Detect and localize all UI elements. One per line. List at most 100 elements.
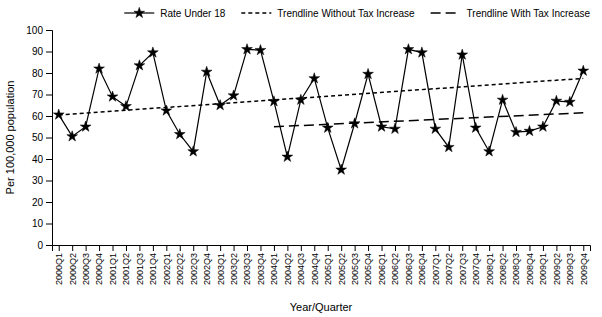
x-tick-mark (355, 245, 356, 251)
x-tick: 2002Q2 (175, 245, 185, 285)
x-tick-mark (153, 245, 154, 251)
x-tick: 2005Q2 (337, 245, 347, 285)
legend-swatch (241, 12, 271, 14)
y-tick-label: 0 (37, 240, 43, 251)
x-tick-mark (583, 245, 584, 251)
y-tick-label: 60 (32, 111, 44, 122)
x-tick-mark (139, 245, 140, 251)
x-tick-mark (314, 245, 315, 251)
x-tick-mark (193, 245, 194, 251)
x-tick: 2008Q4 (525, 245, 535, 285)
x-tick-mark (274, 245, 275, 251)
x-tick-mark (570, 245, 571, 251)
y-tick: 90 (32, 46, 52, 57)
y-tick: 10 (32, 218, 52, 229)
x-tick: 2001Q2 (121, 245, 131, 285)
x-tick-label: 2004Q4 (310, 253, 320, 285)
markers (53, 44, 588, 175)
x-tick-label: 2005Q1 (323, 253, 333, 285)
marker (80, 121, 91, 131)
marker (416, 47, 427, 57)
marker (255, 45, 266, 55)
x-tick-mark (287, 245, 288, 251)
x-tick: 2005Q3 (350, 245, 360, 285)
legend: Rate Under 18Trendline Without Tax Incre… (124, 7, 590, 18)
y-tick-mark (46, 245, 52, 246)
y-tick-mark (46, 30, 52, 31)
x-tick-mark (86, 245, 87, 251)
legend-item: Trendline With Tax Increase (431, 8, 591, 19)
x-tick-label: 2005Q4 (363, 253, 373, 285)
marker (336, 164, 347, 174)
y-tick: 70 (32, 89, 52, 100)
x-tick-mark (543, 245, 544, 251)
x-tick-mark (503, 245, 504, 251)
x-tick: 2000Q4 (94, 245, 104, 285)
x-tick-label: 2006Q2 (390, 253, 400, 285)
x-tick-label: 2009Q3 (565, 253, 575, 285)
marker (201, 66, 212, 76)
x-tick: 2006Q4 (417, 245, 427, 285)
x-tick-label: 2009Q2 (552, 253, 562, 285)
x-tick: 2003Q4 (256, 245, 266, 285)
marker (538, 121, 549, 131)
x-tick: 2009Q1 (538, 245, 548, 285)
x-tick-label: 2008Q1 (485, 253, 495, 285)
x-tick: 2004Q1 (269, 245, 279, 285)
marker (578, 65, 589, 75)
marker (228, 90, 239, 100)
x-tick: 2006Q2 (390, 245, 400, 285)
x-tick-label: 2001Q2 (121, 253, 131, 285)
x-tick-label: 2002Q2 (175, 253, 185, 285)
x-tick-label: 2002Q4 (202, 253, 212, 285)
legend-label: Rate Under 18 (160, 8, 225, 19)
x-tick-label: 2003Q4 (256, 253, 266, 285)
x-tick-label: 2005Q2 (337, 253, 347, 285)
marker (551, 95, 562, 105)
x-tick-mark (516, 245, 517, 251)
x-axis-line (53, 246, 591, 252)
x-tick: 2005Q4 (363, 245, 373, 285)
x-tick: 2009Q3 (565, 245, 575, 285)
y-tick-mark (46, 138, 52, 139)
x-tick-mark (301, 245, 302, 251)
x-tick-label: 2007Q1 (431, 253, 441, 285)
x-tick-label: 2001Q1 (108, 253, 118, 285)
y-tick: 0 (37, 240, 52, 251)
x-tick: 2004Q4 (310, 245, 320, 285)
x-tick-mark (489, 245, 490, 251)
y-tick-label: 50 (32, 132, 44, 143)
marker (94, 63, 105, 73)
y-tick-label: 100 (26, 25, 43, 36)
marker (497, 94, 508, 104)
x-tick-mark (341, 245, 342, 251)
y-tick-label: 20 (32, 197, 44, 208)
marker (511, 126, 522, 136)
marker (564, 96, 575, 106)
marker (524, 125, 535, 135)
marker (134, 60, 145, 70)
x-tick-label: 2000Q1 (54, 253, 64, 285)
marker (403, 44, 414, 54)
marker (107, 91, 118, 101)
x-tick-mark (435, 245, 436, 251)
x-tick-mark (476, 245, 477, 251)
plot-area: 01020304050607080901002000Q12000Q22000Q3… (26, 25, 590, 285)
marker (282, 151, 293, 161)
x-tick-label: 2009Q4 (579, 253, 589, 285)
marker (188, 146, 199, 156)
y-axis: 0102030405060708090100 (26, 25, 52, 251)
x-tick-label: 2006Q1 (377, 253, 387, 285)
x-tick-label: 2002Q1 (162, 253, 172, 285)
x-tick-mark (234, 245, 235, 251)
y-tick: 80 (32, 68, 52, 79)
series-line (59, 49, 584, 169)
legend-swatch (431, 12, 461, 14)
x-tick-label: 2003Q2 (229, 253, 239, 285)
x-tick-mark (462, 245, 463, 251)
marker (390, 123, 401, 133)
trendline (59, 78, 584, 115)
y-tick: 30 (32, 175, 52, 186)
x-tick-label: 2003Q1 (216, 253, 226, 285)
y-tick: 60 (32, 111, 52, 122)
